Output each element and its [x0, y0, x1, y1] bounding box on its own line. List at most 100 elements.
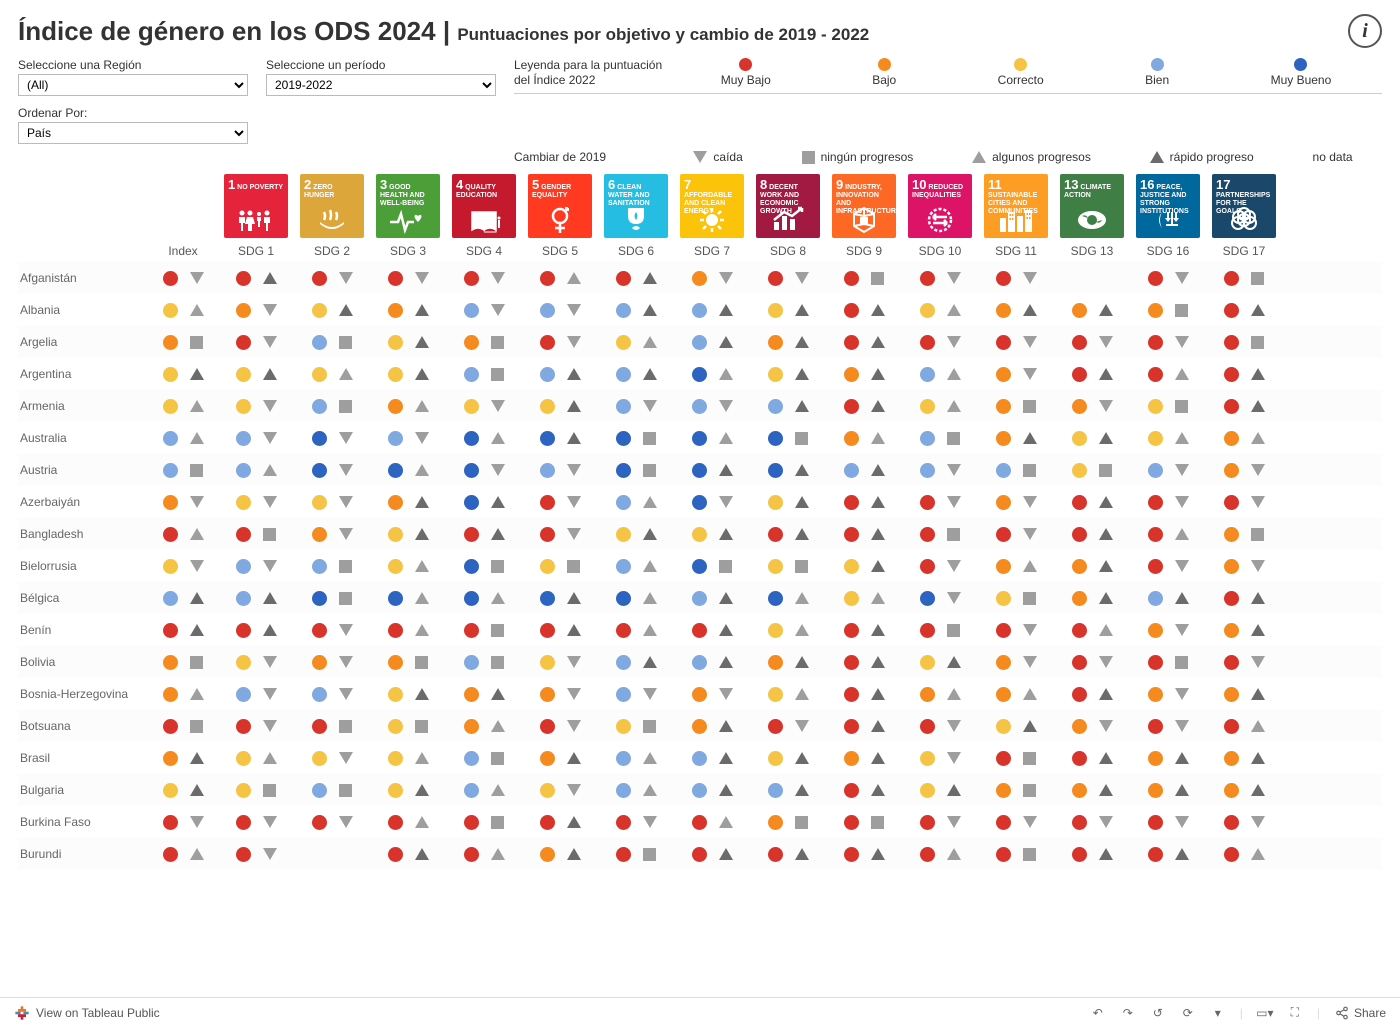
data-cell[interactable] — [826, 399, 902, 414]
data-cell[interactable] — [902, 559, 978, 574]
data-cell[interactable] — [1054, 335, 1130, 350]
data-cell[interactable] — [446, 559, 522, 574]
data-cell[interactable] — [902, 783, 978, 798]
data-cell[interactable] — [446, 847, 522, 862]
data-cell[interactable] — [218, 751, 294, 766]
sdg-icon-3[interactable]: 3 GOOD HEALTH AND WELL-BEING — [376, 174, 440, 238]
data-cell[interactable] — [522, 623, 598, 638]
data-cell[interactable] — [902, 527, 978, 542]
data-cell[interactable] — [826, 847, 902, 862]
data-cell[interactable] — [446, 303, 522, 318]
data-cell[interactable] — [218, 655, 294, 670]
data-cell[interactable] — [218, 527, 294, 542]
data-cell[interactable] — [148, 271, 218, 286]
data-cell[interactable] — [370, 623, 446, 638]
data-cell[interactable] — [598, 719, 674, 734]
data-cell[interactable] — [598, 687, 674, 702]
data-cell[interactable] — [446, 271, 522, 286]
data-cell[interactable] — [1130, 623, 1206, 638]
data-cell[interactable] — [826, 495, 902, 510]
data-cell[interactable] — [826, 303, 902, 318]
data-cell[interactable] — [1130, 719, 1206, 734]
data-cell[interactable] — [1054, 847, 1130, 862]
data-cell[interactable] — [978, 719, 1054, 734]
data-cell[interactable] — [750, 271, 826, 286]
data-cell[interactable] — [148, 719, 218, 734]
data-cell[interactable] — [148, 367, 218, 382]
data-cell[interactable] — [522, 431, 598, 446]
data-cell[interactable] — [750, 527, 826, 542]
data-cell[interactable] — [1054, 399, 1130, 414]
data-cell[interactable] — [978, 559, 1054, 574]
data-cell[interactable] — [1054, 719, 1130, 734]
data-cell[interactable] — [218, 623, 294, 638]
data-cell[interactable] — [370, 751, 446, 766]
data-cell[interactable] — [978, 431, 1054, 446]
data-cell[interactable] — [1130, 399, 1206, 414]
dropdown-icon[interactable]: ▾ — [1210, 1005, 1226, 1021]
sdg-icon-5[interactable]: 5 GENDER EQUALITY — [528, 174, 592, 238]
data-cell[interactable] — [674, 399, 750, 414]
data-cell[interactable] — [370, 527, 446, 542]
data-cell[interactable] — [902, 495, 978, 510]
data-cell[interactable] — [294, 591, 370, 606]
data-cell[interactable] — [522, 527, 598, 542]
data-cell[interactable] — [598, 751, 674, 766]
data-cell[interactable] — [1130, 847, 1206, 862]
data-cell[interactable] — [218, 847, 294, 862]
data-cell[interactable] — [148, 431, 218, 446]
data-cell[interactable] — [598, 303, 674, 318]
sdg-icon-4[interactable]: 4 QUALITY EDUCATION — [452, 174, 516, 238]
data-cell[interactable] — [522, 335, 598, 350]
sdg-icon-1[interactable]: 1 NO POVERTY — [224, 174, 288, 238]
data-cell[interactable] — [370, 399, 446, 414]
data-cell[interactable] — [446, 623, 522, 638]
sdg-icon-16[interactable]: 16 PEACE, JUSTICE AND STRONG INSTITUTION… — [1136, 174, 1200, 238]
data-cell[interactable] — [674, 687, 750, 702]
data-cell[interactable] — [1130, 815, 1206, 830]
data-cell[interactable] — [750, 335, 826, 350]
data-cell[interactable] — [1054, 591, 1130, 606]
data-cell[interactable] — [1206, 655, 1282, 670]
data-cell[interactable] — [1130, 335, 1206, 350]
data-cell[interactable] — [294, 495, 370, 510]
data-cell[interactable] — [750, 399, 826, 414]
data-cell[interactable] — [218, 303, 294, 318]
data-cell[interactable] — [750, 783, 826, 798]
data-cell[interactable] — [826, 463, 902, 478]
data-cell[interactable] — [218, 687, 294, 702]
data-cell[interactable] — [522, 367, 598, 382]
data-cell[interactable] — [446, 463, 522, 478]
data-cell[interactable] — [522, 815, 598, 830]
data-cell[interactable] — [1054, 303, 1130, 318]
data-cell[interactable] — [294, 271, 370, 286]
sdg-icon-2[interactable]: 2 ZERO HUNGER — [300, 174, 364, 238]
share-button[interactable]: Share — [1334, 1005, 1386, 1021]
data-cell[interactable] — [674, 303, 750, 318]
data-cell[interactable] — [826, 367, 902, 382]
data-cell[interactable] — [1130, 655, 1206, 670]
data-cell[interactable] — [598, 655, 674, 670]
data-cell[interactable] — [522, 463, 598, 478]
data-cell[interactable] — [370, 591, 446, 606]
data-cell[interactable] — [148, 303, 218, 318]
data-cell[interactable] — [148, 591, 218, 606]
data-cell[interactable] — [902, 303, 978, 318]
data-cell[interactable] — [522, 751, 598, 766]
data-cell[interactable] — [1130, 559, 1206, 574]
data-cell[interactable] — [598, 623, 674, 638]
data-cell[interactable] — [750, 847, 826, 862]
data-cell[interactable] — [1130, 591, 1206, 606]
data-cell[interactable] — [370, 463, 446, 478]
data-cell[interactable] — [218, 367, 294, 382]
data-cell[interactable] — [446, 783, 522, 798]
data-cell[interactable] — [148, 783, 218, 798]
data-cell[interactable] — [148, 847, 218, 862]
data-cell[interactable] — [522, 559, 598, 574]
data-cell[interactable] — [826, 687, 902, 702]
data-cell[interactable] — [1130, 431, 1206, 446]
data-cell[interactable] — [1130, 463, 1206, 478]
data-cell[interactable] — [1206, 431, 1282, 446]
data-cell[interactable] — [446, 751, 522, 766]
data-cell[interactable] — [294, 687, 370, 702]
